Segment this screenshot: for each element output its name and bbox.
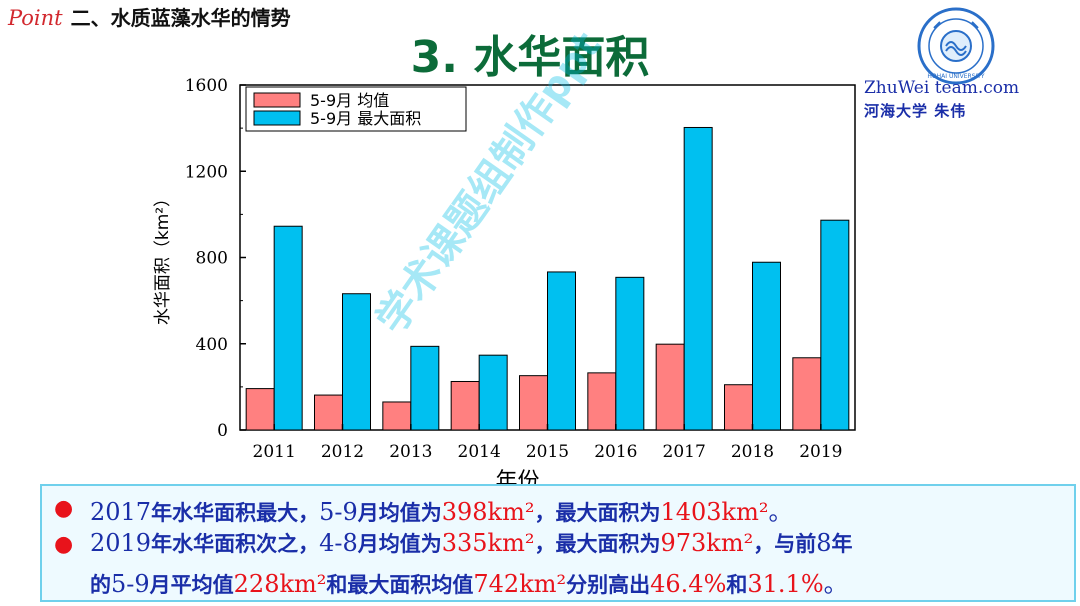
bar-0-2014 — [450, 380, 480, 431]
y-tick-label: 800 — [196, 249, 228, 269]
legend-label-1: 5-9月 最大面积 — [310, 109, 421, 128]
bar-1-2014 — [478, 354, 508, 431]
bar-1-2015 — [547, 271, 576, 431]
y-tick-label: 400 — [196, 335, 228, 355]
hohai-university-logo-icon: HOHAI UNIVERSITY — [917, 7, 995, 85]
bullet-icon: ● — [54, 532, 74, 557]
x-tick-label: 2019 — [799, 442, 842, 462]
summary-segment: 2019 — [90, 529, 152, 557]
summary-segment: 742km² — [473, 570, 567, 598]
summary-segment: 。 — [768, 498, 793, 526]
bar-1-2018 — [752, 261, 781, 431]
bar-1-2012 — [342, 293, 371, 431]
slide-header: Point 二、水质蓝藻水华的情势 — [8, 2, 291, 32]
summary-segment: 1403km² — [660, 498, 769, 526]
summary-segment: 8 — [816, 529, 832, 557]
x-tick-label: 2015 — [526, 442, 569, 462]
summary-line-1: 2017年水华面积最大，5-9月均值为398km²，最大面积为1403km²。 — [90, 492, 792, 527]
bar-1-2017 — [683, 126, 713, 431]
summary-segment: 228km² — [233, 570, 327, 598]
x-tick-label: 2011 — [253, 442, 296, 462]
bar-0-2015 — [519, 375, 548, 431]
summary-segment: 月均值为 — [357, 501, 442, 525]
summary-segment: ，最大面积为 — [534, 532, 661, 556]
bar-1-2013 — [410, 345, 440, 431]
bar-0-2012 — [314, 394, 343, 431]
logo-text: HOHAI UNIVERSITY — [927, 73, 984, 80]
legend-label-0: 5-9月 均值 — [310, 91, 389, 110]
summary-segment: 年水华面积最大， — [151, 501, 320, 525]
summary-segment: 年 — [831, 532, 853, 556]
bullet-icon: ● — [54, 496, 74, 521]
section-heading: 二、水质蓝藻水华的情势 — [70, 6, 291, 30]
x-tick-label: 2012 — [321, 442, 364, 462]
summary-segment: 年水华面积次之， — [151, 532, 320, 556]
summary-segment: ，与前 — [753, 532, 817, 556]
y-tick-label: 0 — [217, 421, 228, 441]
summary-segment: 。 — [823, 570, 848, 598]
summary-segment: 31.1% — [747, 570, 824, 598]
bar-0-2017 — [655, 343, 685, 431]
legend-swatch-1 — [253, 110, 301, 126]
summary-segment: 月均值为 — [357, 532, 442, 556]
team-organization: 河海大学 朱伟 — [864, 102, 967, 120]
summary-box: ● 2017年水华面积最大，5-9月均值为398km²，最大面积为1403km²… — [40, 484, 1076, 602]
y-axis-label: 水华面积（km²） — [153, 190, 173, 325]
bar-0-2013 — [382, 401, 412, 431]
summary-segment: 分别高出 — [566, 573, 651, 597]
bar-0-2018 — [724, 384, 753, 431]
summary-segment: 月平均值 — [149, 573, 234, 597]
x-tick-label: 2017 — [663, 442, 706, 462]
summary-segment: 4-8 — [319, 529, 358, 557]
y-tick-label: 1200 — [185, 162, 228, 182]
bloom-area-bar-chart: 0 400 800 1200 1600 2011 2012 2013 2014 2015 2016 2… — [153, 76, 856, 490]
bar-1-2019 — [820, 219, 850, 431]
summary-line-3: 的5-9月平均值228km²和最大面积均值742km²分别高出46.4%和31.… — [90, 564, 848, 599]
summary-segment: 和 — [726, 573, 748, 597]
summary-segment: 335km² — [441, 529, 535, 557]
summary-segment: 的 — [90, 573, 111, 597]
summary-segment: 973km² — [660, 529, 754, 557]
legend-swatch-0 — [253, 92, 301, 108]
summary-segment: 和最大面积均值 — [326, 573, 474, 597]
bar-0-2019 — [792, 357, 822, 431]
x-tick-label: 2014 — [458, 442, 501, 462]
x-tick-label: 2018 — [731, 442, 774, 462]
summary-segment: 5-9 — [111, 570, 150, 598]
bar-1-2011 — [273, 225, 303, 431]
x-tick-label: 2016 — [594, 442, 637, 462]
summary-segment: 46.4% — [650, 570, 727, 598]
slide-title: 3. 水华面积 — [410, 32, 650, 83]
team-name: ZhuWei team.com — [864, 78, 1020, 98]
point-label: Point — [8, 6, 63, 30]
summary-segment: 5-9 — [319, 498, 358, 526]
bar-0-2011 — [245, 388, 275, 431]
bar-0-2016 — [587, 372, 617, 431]
summary-segment: ，最大面积为 — [534, 501, 661, 525]
x-tick-label: 2013 — [389, 442, 432, 462]
bar-1-2016 — [615, 276, 645, 431]
summary-segment: 398km² — [441, 498, 535, 526]
summary-line-2: 2019年水华面积次之，4-8月均值为335km²，最大面积为973km²，与前… — [90, 528, 852, 558]
summary-segment: 2017 — [90, 498, 152, 526]
y-tick-label: 1600 — [185, 76, 228, 96]
